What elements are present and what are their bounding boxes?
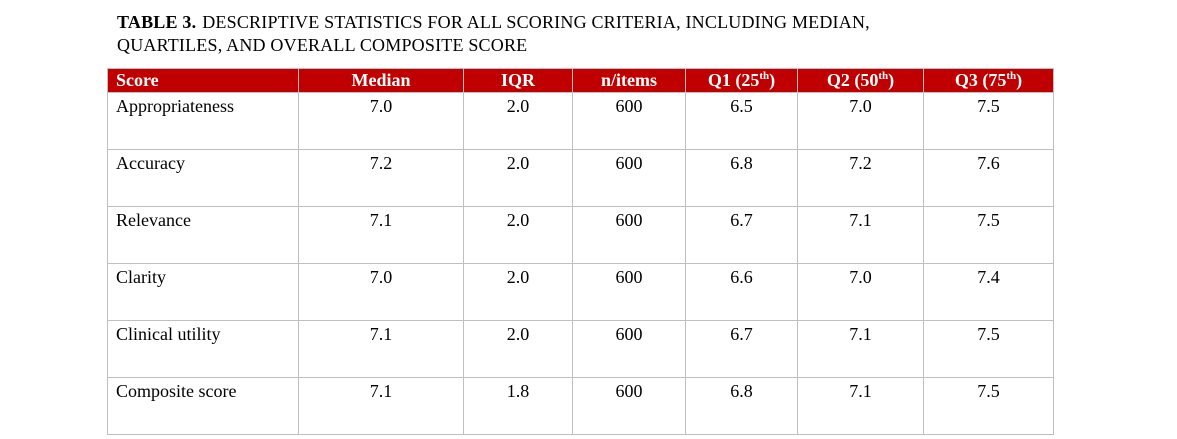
- cell-iqr: 2.0: [463, 92, 573, 150]
- column-header-iqr: IQR: [463, 68, 573, 93]
- cell-n-items: 600: [572, 320, 686, 378]
- cell-q2: 7.0: [797, 92, 924, 150]
- cell-score: Clinical utility: [107, 320, 299, 378]
- column-header-q1: Q1 (25th): [685, 68, 798, 93]
- table-row-appropriateness: Appropriateness 7.0 2.0 600 6.5 7.0 7.5: [107, 92, 1054, 150]
- cell-score: Relevance: [107, 206, 299, 264]
- cell-median: 7.0: [298, 92, 464, 150]
- cell-q3: 7.5: [923, 206, 1054, 264]
- cell-median: 7.1: [298, 320, 464, 378]
- cell-q1: 6.6: [685, 263, 798, 321]
- q3-ordinal-superscript: th: [1006, 70, 1017, 82]
- cell-median: 7.0: [298, 263, 464, 321]
- cell-q2: 7.1: [797, 320, 924, 378]
- cell-q3: 7.5: [923, 92, 1054, 150]
- descriptive-statistics-table: Score Median IQR n/items Q1 (25th) Q2 (5…: [107, 68, 1054, 435]
- cell-q3: 7.4: [923, 263, 1054, 321]
- table-row-composite-score: Composite score 7.1 1.8 600 6.8 7.1 7.5: [107, 377, 1054, 435]
- cell-q2: 7.0: [797, 263, 924, 321]
- cell-median: 7.1: [298, 377, 464, 435]
- cell-n-items: 600: [572, 149, 686, 207]
- cell-median: 7.2: [298, 149, 464, 207]
- cell-q1: 6.5: [685, 92, 798, 150]
- cell-score: Composite score: [107, 377, 299, 435]
- column-header-q3: Q3 (75th): [923, 68, 1054, 93]
- cell-iqr: 2.0: [463, 206, 573, 264]
- column-header-median: Median: [298, 68, 464, 93]
- table-caption-text: DESCRIPTIVE STATISTICS FOR ALL SCORING C…: [202, 12, 870, 32]
- cell-score: Accuracy: [107, 149, 299, 207]
- table-caption-line1: TABLE 3. DESCRIPTIVE STATISTICS FOR ALL S…: [117, 11, 870, 34]
- cell-q2: 7.1: [797, 206, 924, 264]
- cell-q1: 6.8: [685, 149, 798, 207]
- cell-q1: 6.7: [685, 320, 798, 378]
- cell-iqr: 2.0: [463, 263, 573, 321]
- q2-ordinal-superscript: th: [878, 70, 889, 82]
- column-header-q2: Q2 (50th): [797, 68, 924, 93]
- table-caption-label: TABLE 3.: [117, 12, 197, 32]
- cell-q1: 6.8: [685, 377, 798, 435]
- cell-score: Clarity: [107, 263, 299, 321]
- cell-iqr: 2.0: [463, 320, 573, 378]
- cell-n-items: 600: [572, 206, 686, 264]
- cell-q2: 7.1: [797, 377, 924, 435]
- table-caption-line2: QUARTILES, AND OVERALL COMPOSITE SCORE: [117, 35, 528, 55]
- cell-iqr: 2.0: [463, 149, 573, 207]
- cell-n-items: 600: [572, 377, 686, 435]
- cell-score: Appropriateness: [107, 92, 299, 150]
- cell-q3: 7.6: [923, 149, 1054, 207]
- table-row-clarity: Clarity 7.0 2.0 600 6.6 7.0 7.4: [107, 263, 1054, 321]
- q1-ordinal-superscript: th: [759, 70, 770, 82]
- cell-median: 7.1: [298, 206, 464, 264]
- cell-iqr: 1.8: [463, 377, 573, 435]
- column-header-n-items: n/items: [572, 68, 686, 93]
- cell-q3: 7.5: [923, 377, 1054, 435]
- table-row-relevance: Relevance 7.1 2.0 600 6.7 7.1 7.5: [107, 206, 1054, 264]
- column-header-score: Score: [107, 68, 299, 93]
- cell-q3: 7.5: [923, 320, 1054, 378]
- table-header-row: Score Median IQR n/items Q1 (25th) Q2 (5…: [107, 68, 1054, 93]
- cell-q2: 7.2: [797, 149, 924, 207]
- table-row-accuracy: Accuracy 7.2 2.0 600 6.8 7.2 7.6: [107, 149, 1054, 207]
- table-row-clinical-utility: Clinical utility 7.1 2.0 600 6.7 7.1 7.5: [107, 320, 1054, 378]
- cell-q1: 6.7: [685, 206, 798, 264]
- cell-n-items: 600: [572, 92, 686, 150]
- cell-n-items: 600: [572, 263, 686, 321]
- table-caption: TABLE 3. DESCRIPTIVE STATISTICS FOR ALL S…: [117, 11, 870, 57]
